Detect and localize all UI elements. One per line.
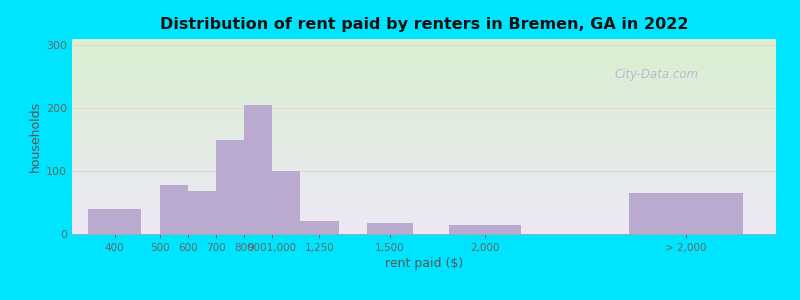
Bar bbox=[216, 140, 244, 234]
Y-axis label: households: households bbox=[29, 101, 42, 172]
Title: Distribution of rent paid by renters in Bremen, GA in 2022: Distribution of rent paid by renters in … bbox=[160, 17, 688, 32]
Bar bbox=[629, 193, 743, 234]
Bar bbox=[161, 185, 188, 234]
Bar bbox=[244, 105, 272, 234]
Bar bbox=[299, 221, 339, 234]
Bar bbox=[366, 223, 413, 234]
Text: City-Data.com: City-Data.com bbox=[614, 68, 698, 81]
Bar bbox=[188, 191, 216, 234]
Bar bbox=[88, 209, 141, 234]
Bar bbox=[449, 225, 521, 234]
X-axis label: rent paid ($): rent paid ($) bbox=[385, 257, 463, 270]
Bar bbox=[272, 171, 299, 234]
